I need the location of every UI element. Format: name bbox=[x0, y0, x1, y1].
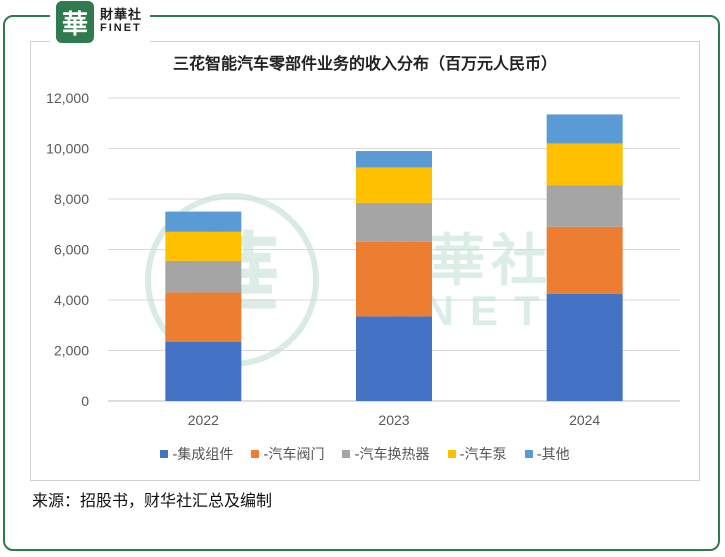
y-tick-label: 8,000 bbox=[54, 191, 89, 207]
bar-segment bbox=[546, 114, 623, 144]
brand-name-cn: 財華社 bbox=[100, 8, 143, 24]
legend-item: -汽车阀门 bbox=[251, 444, 324, 464]
y-tick-label: 0 bbox=[81, 393, 89, 409]
bar-segment bbox=[546, 293, 623, 401]
legend-label: -汽车泵 bbox=[459, 447, 507, 463]
legend-item: -其他 bbox=[524, 444, 570, 464]
bar-segment bbox=[356, 151, 432, 168]
bar-segment bbox=[356, 241, 432, 317]
bar-segment bbox=[356, 202, 432, 242]
y-tick-label: 10,000 bbox=[46, 141, 89, 157]
brand-name-en: FINET bbox=[100, 22, 142, 35]
legend-label: -汽车换热器 bbox=[354, 447, 430, 463]
legend-item: -汽车泵 bbox=[447, 444, 507, 464]
y-tick-label: 6,000 bbox=[54, 242, 89, 258]
legend-swatch bbox=[447, 450, 456, 458]
bar-segment bbox=[356, 316, 432, 401]
source-note: 来源：招股书，财华社汇总及编制 bbox=[32, 491, 273, 510]
bar-segment bbox=[165, 341, 242, 401]
x-tick-label: 2022 bbox=[188, 412, 219, 428]
chart-legend: -集成组件 -汽车阀门 -汽车换热器 -汽车泵 -其他 bbox=[30, 444, 700, 464]
legend-swatch bbox=[342, 450, 351, 458]
x-tick-label: 2024 bbox=[569, 412, 600, 428]
bar-segment bbox=[546, 185, 623, 227]
legend-item: -汽车换热器 bbox=[342, 444, 430, 464]
legend-swatch bbox=[524, 450, 533, 458]
bar-segment bbox=[165, 260, 242, 293]
bar-segment bbox=[165, 231, 242, 261]
y-tick-label: 4,000 bbox=[54, 292, 89, 308]
y-tick-label: 12,000 bbox=[46, 90, 89, 106]
chart-title: 三花智能汽车零部件业务的收入分布（百万元人民币） bbox=[172, 54, 557, 73]
bar-segment bbox=[546, 143, 623, 186]
legend-item: -集成组件 bbox=[160, 444, 233, 464]
y-tick-label: 2,000 bbox=[54, 343, 89, 359]
legend-swatch bbox=[251, 450, 260, 458]
legend-swatch bbox=[160, 450, 169, 458]
bar-segment bbox=[356, 167, 432, 203]
legend-label: -汽车阀门 bbox=[263, 447, 325, 463]
brand-logo: 華 財華社 FINET bbox=[50, 0, 151, 44]
legend-label: -集成组件 bbox=[172, 447, 234, 463]
bar-segment bbox=[546, 226, 623, 294]
legend-label: -其他 bbox=[536, 447, 570, 463]
brand-text: 財華社 FINET bbox=[100, 9, 142, 34]
bar-segment bbox=[165, 211, 242, 232]
x-tick-label: 2023 bbox=[378, 412, 409, 428]
bar-segment bbox=[165, 292, 242, 342]
brand-badge-icon: 華 bbox=[56, 1, 94, 43]
